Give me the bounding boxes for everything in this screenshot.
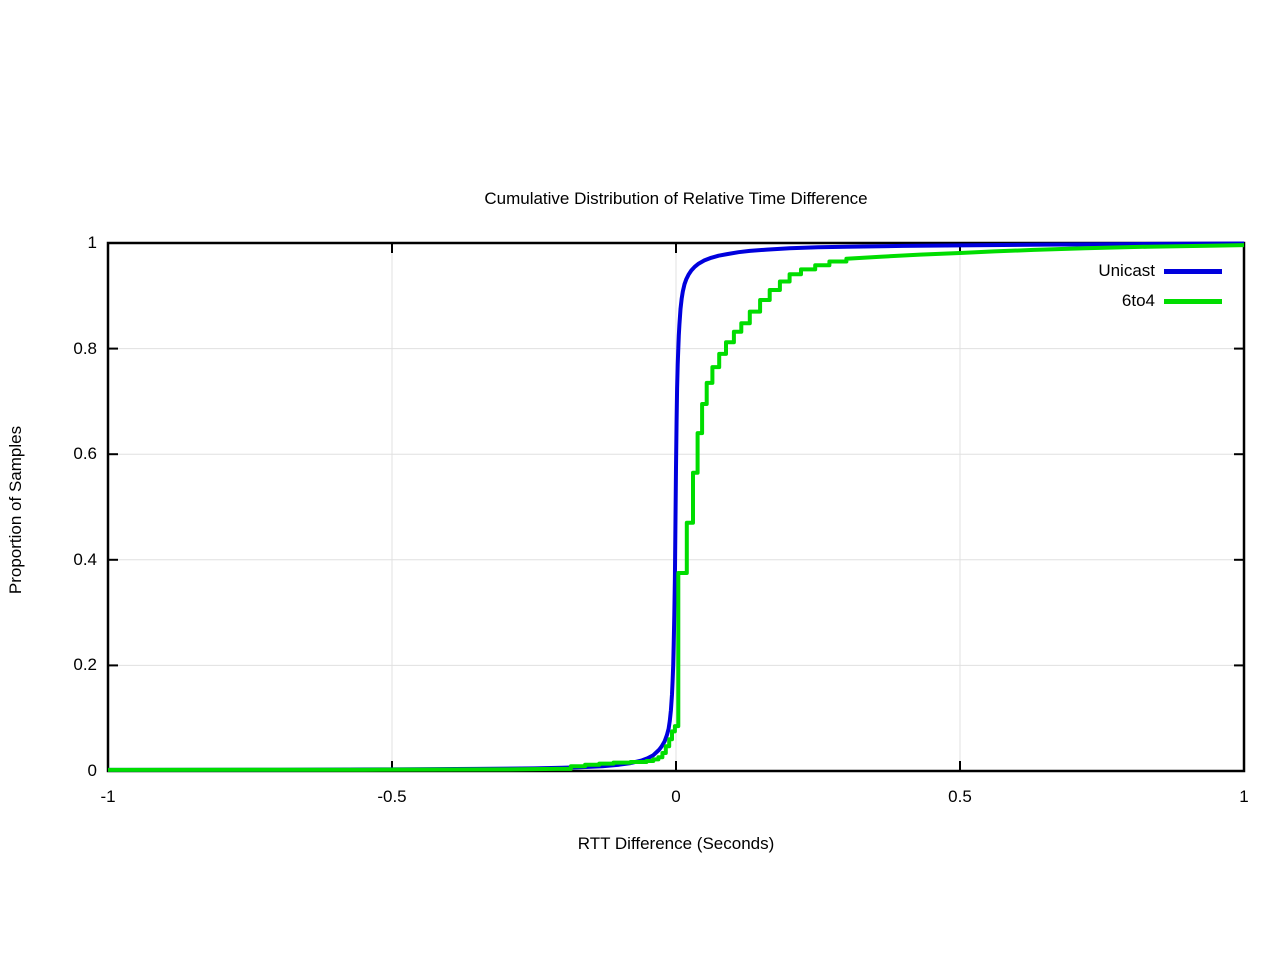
y-tick-label: 0.4 [73,549,97,569]
legend-line-sample [1164,298,1222,304]
x-tick-label: 0.5 [948,787,972,806]
legend-item-unicast: Unicast [1098,256,1222,286]
x-tick-label: 1 [1239,787,1249,806]
legend: Unicast 6to4 [1098,256,1222,316]
y-tick-label: 0.2 [73,655,97,675]
series-line-unicast [107,241,1245,772]
x-tick-label: -0.5 [377,787,407,806]
x-axis-label: RTT Difference (Seconds) [577,834,775,853]
legend-line-sample [1164,268,1222,274]
legend-label: 6to4 [1121,291,1155,310]
legend-item-6to4: 6to4 [1098,286,1222,316]
chart-title: Cumulative Distribution of Relative Time… [484,189,868,208]
x-tick-label: -1 [100,787,116,806]
x-tick-label: 0 [671,787,681,806]
series-line-6to4 [107,243,1245,772]
y-tick-label: 0.6 [73,444,97,464]
y-tick-label: 1 [87,233,97,252]
legend-label: Unicast [1098,261,1155,280]
y-tick-label: 0.8 [73,338,97,358]
y-tick-label: 0 [87,761,97,780]
